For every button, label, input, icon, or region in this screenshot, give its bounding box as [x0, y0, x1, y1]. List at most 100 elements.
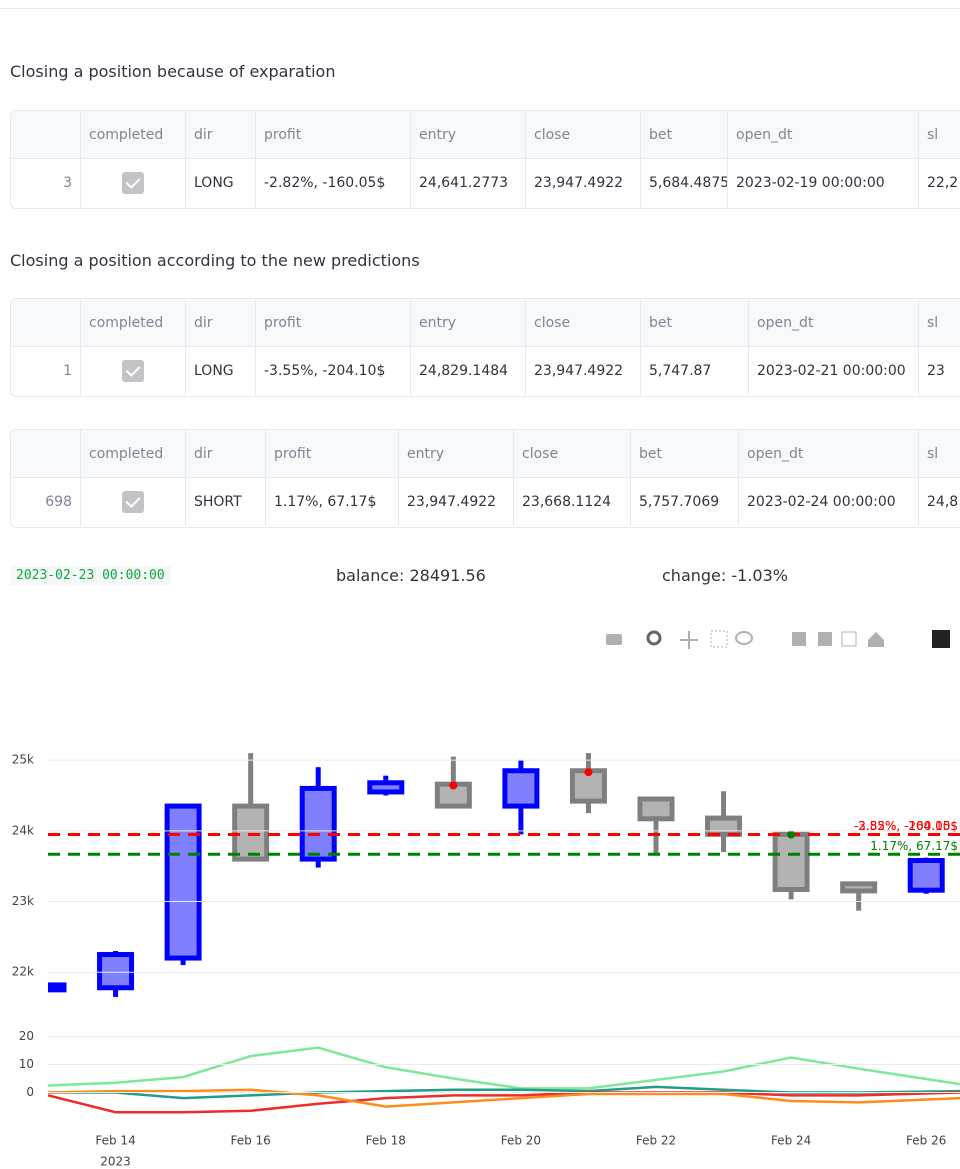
header-cell: open_dt: [739, 430, 919, 478]
header-cell: dir: [186, 111, 256, 159]
table-cell: -2.82%, -160.05$: [256, 159, 411, 207]
table-cell: 5,757.7069: [631, 478, 739, 526]
header-cell: bet: [641, 299, 749, 347]
checkbox-cell: [81, 347, 186, 395]
candle-body: [299, 785, 337, 862]
header-cell: profit: [256, 111, 411, 159]
header-cell: completed: [81, 111, 186, 159]
table-cell: 1: [11, 347, 81, 395]
candle-body: [367, 780, 405, 795]
header-cell: open_dt: [749, 299, 919, 347]
checkbox-cell: [81, 478, 186, 526]
y-tick-label: 25k: [12, 753, 34, 767]
price-line-label: -2.82%, -160.05$: [854, 819, 958, 833]
y-tick-label: 20: [19, 1029, 34, 1043]
checkbox: [122, 172, 144, 194]
x-tick-label: Feb 18: [366, 1134, 406, 1148]
section-heading: Closing a position because of exparation: [10, 62, 336, 81]
header-cell: open_dt: [728, 111, 919, 159]
header-cell: [11, 299, 81, 347]
header-cell: [11, 111, 81, 159]
candle-body: [840, 881, 878, 894]
table-cell: 3: [11, 159, 81, 207]
timestamp: 2023-02-23 00:00:00: [10, 566, 171, 585]
header-cell: completed: [81, 299, 186, 347]
x-tick-label: Feb 20: [501, 1134, 541, 1148]
line-series: [48, 1088, 960, 1108]
table-cell: 2023-02-19 00:00:00: [728, 159, 919, 207]
zoom-icon[interactable]: [646, 630, 662, 646]
table-cell: 5,747.87: [641, 347, 749, 395]
header-cell: entry: [411, 299, 526, 347]
table-cell: 1.17%, 67.17$: [266, 478, 399, 526]
x-tick-label: Feb 16: [230, 1134, 270, 1148]
header-cell: sl: [919, 430, 960, 478]
checkbox-cell: [81, 159, 186, 207]
header-cell: close: [526, 111, 641, 159]
table-cell: 5,684.4875: [641, 159, 728, 207]
header-cell: profit: [266, 430, 399, 478]
table-cell: LONG: [186, 159, 256, 207]
lasso-icon[interactable]: [735, 631, 753, 645]
candle-body: [97, 952, 135, 991]
x-tick-label: Feb 14: [95, 1134, 135, 1148]
table-cell: SHORT: [186, 478, 266, 526]
pan-icon[interactable]: [680, 631, 698, 649]
zoom-in-icon[interactable]: [792, 632, 806, 646]
change: change: -1.03%: [662, 566, 788, 585]
autoscale-icon[interactable]: [841, 631, 857, 647]
table-cell: -3.55%, -204.10$: [256, 347, 411, 395]
table-cell: 24,8: [919, 478, 960, 526]
plot-area: [48, 753, 960, 1114]
y-tick-label: 22k: [12, 965, 34, 979]
table-cell: 23,947.4922: [526, 159, 641, 207]
table-cell: 23,947.4922: [399, 478, 514, 526]
table-cell: 2023-02-24 00:00:00: [739, 478, 919, 526]
header-cell: close: [526, 299, 641, 347]
x-tick-label: Feb 24: [771, 1134, 811, 1148]
line-series: [48, 1046, 960, 1090]
candle-body: [772, 831, 810, 892]
reset-icon[interactable]: [868, 632, 884, 647]
price-line-label: 1.17%, 67.17$: [870, 839, 958, 853]
toolbar: [606, 630, 950, 649]
header-cell: sl: [919, 111, 960, 159]
table-cell: 24,641.2773: [411, 159, 526, 207]
table-cell: 22,2: [919, 159, 960, 207]
y-tick-label: 23k: [12, 894, 34, 908]
data-table: completed dir profit entry close bet open_dt sl…: [10, 429, 960, 528]
data-table: completed dir profit entry close bet open_dt sl…: [10, 110, 960, 209]
header-cell: profit: [256, 299, 411, 347]
header-cell: bet: [641, 111, 728, 159]
checkbox: [122, 491, 144, 513]
header-cell: dir: [186, 299, 256, 347]
candle-body: [232, 803, 270, 862]
table-cell: 24,829.1484: [411, 347, 526, 395]
table-cell: 23,668.1124: [514, 478, 631, 526]
section-heading: Closing a position according to the new …: [10, 251, 420, 270]
candle-body: [705, 815, 743, 837]
plotly-logo[interactable]: [932, 630, 950, 648]
header-cell: completed: [81, 430, 186, 478]
x-tick-sublabel: 2023: [100, 1155, 131, 1169]
camera-icon[interactable]: [606, 634, 622, 645]
select-icon[interactable]: [710, 630, 728, 648]
candle-body: [502, 768, 540, 809]
y-tick-label: 0: [26, 1085, 34, 1099]
header-cell: dir: [186, 430, 266, 478]
candle-body: [569, 768, 607, 804]
x-tick-label: Feb 22: [636, 1134, 676, 1148]
candle-body: [637, 796, 675, 822]
chart: 22k 23k 24k 25k -2.82%, -160.05$-3.55%, -204…: [12, 753, 960, 1169]
candle-body: [907, 858, 945, 893]
checkbox: [122, 360, 144, 382]
header-cell: bet: [631, 430, 739, 478]
price-line-label: -3.55%, -204.10$: [854, 819, 958, 833]
table-cell: LONG: [186, 347, 256, 395]
trade-marker: [787, 830, 796, 839]
header-cell: entry: [399, 430, 514, 478]
table-cell: 698: [11, 478, 81, 526]
balance: balance: 28491.56: [336, 566, 486, 585]
zoom-out-icon[interactable]: [818, 632, 832, 646]
